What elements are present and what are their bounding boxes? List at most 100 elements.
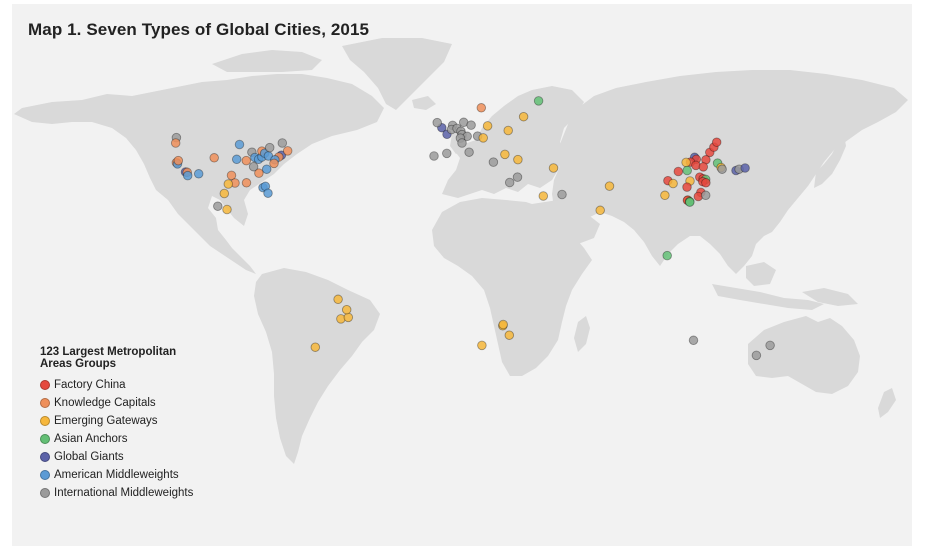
city-marker [277,138,288,148]
city-marker [173,155,184,166]
city-marker [341,304,352,315]
city-marker [557,189,567,200]
city-marker [193,169,204,179]
city-marker [432,117,442,128]
city-marker [604,181,615,191]
arabia-landmass [532,200,600,248]
city-marker [333,294,343,305]
city-marker [504,177,515,188]
city-marker [503,125,513,136]
city-marker [482,121,493,131]
city-marker [513,154,523,165]
australia-landmass [748,316,860,394]
legend-swatch [40,416,50,426]
indonesia-landmass [712,284,824,310]
greenland-landmass [342,38,452,110]
madagascar-landmass [574,316,590,352]
legend-item: International Middleweights [40,484,210,502]
city-marker [548,163,559,173]
city-marker [682,165,692,176]
borneo-landmass [746,262,776,286]
city-marker [682,182,692,192]
city-marker [660,190,670,201]
city-marker [500,149,510,160]
city-marker [698,162,709,172]
legend-item: Factory China [40,376,210,394]
city-marker [223,179,234,189]
legend-swatch [40,452,50,462]
legend-label: Asian Anchors [54,433,128,445]
city-marker [442,148,452,159]
city-marker [765,340,775,351]
city-marker [241,155,252,166]
city-marker [263,151,274,161]
city-marker [717,164,727,174]
city-marker [466,120,476,130]
legend-swatch [40,488,50,498]
legend-label: International Middleweights [54,487,194,499]
city-marker [673,166,684,177]
legend-label: Emerging Gateways [54,415,158,427]
city-marker [261,164,272,174]
city-marker [263,188,273,198]
city-marker [209,153,219,163]
city-marker [668,178,678,189]
legend-swatch [40,380,50,390]
city-marker [478,133,488,143]
map-panel: Map 1. Seven Types of Global Cities, 201… [12,4,912,546]
city-marker [170,138,181,148]
city-marker [711,137,722,147]
city-marker [213,201,223,211]
africa-landmass [432,198,592,376]
legend: 123 Largest Metropolitan Areas Groups Fa… [40,346,210,502]
legend-label: Global Giants [54,451,124,463]
japan-landmass [814,134,846,188]
city-marker [234,139,245,150]
new-guinea-landmass [802,288,858,306]
legend-label: Knowledge Capitals [54,397,156,409]
city-marker [681,157,691,168]
city-marker [219,188,230,199]
arctic-islands-landmass [212,50,322,72]
legend-item: Emerging Gateways [40,412,210,430]
map-title: Map 1. Seven Types of Global Cities, 201… [28,20,370,39]
city-marker [498,319,508,330]
city-marker [477,340,487,351]
city-marker [429,151,439,161]
new-zealand-landmass [878,388,896,418]
city-marker [685,197,695,207]
iceland-landmass [412,96,436,110]
city-marker [182,170,193,181]
city-marker [533,96,544,106]
world-map [12,38,912,546]
city-marker [740,163,750,173]
city-marker [538,191,549,201]
legend-label: American Middleweights [54,469,179,481]
europe-landmass [442,86,584,198]
legend-swatch [40,434,50,444]
city-marker [751,350,762,361]
city-marker [700,190,711,201]
city-marker [488,157,499,167]
city-marker [476,103,487,113]
legend-item: Asian Anchors [40,430,210,448]
legend-item: Knowledge Capitals [40,394,210,412]
city-marker [518,111,529,122]
city-marker [512,172,523,182]
legend-items: Factory China Knowledge Capitals Emerging … [40,376,210,502]
city-marker [264,142,275,153]
legend-swatch [40,470,50,480]
city-marker [688,335,699,346]
legend-item: Global Giants [40,448,210,466]
city-marker [504,330,515,340]
city-marker [464,147,474,157]
city-marker [310,342,321,352]
legend-item: American Middleweights [40,466,210,484]
city-marker [269,158,279,169]
city-marker [248,161,259,172]
city-marker [254,168,264,178]
city-marker [231,154,242,165]
legend-title: 123 Largest Metropolitan Areas Groups [40,346,177,370]
antarctic-landmass [12,524,912,546]
city-marker [701,178,711,188]
